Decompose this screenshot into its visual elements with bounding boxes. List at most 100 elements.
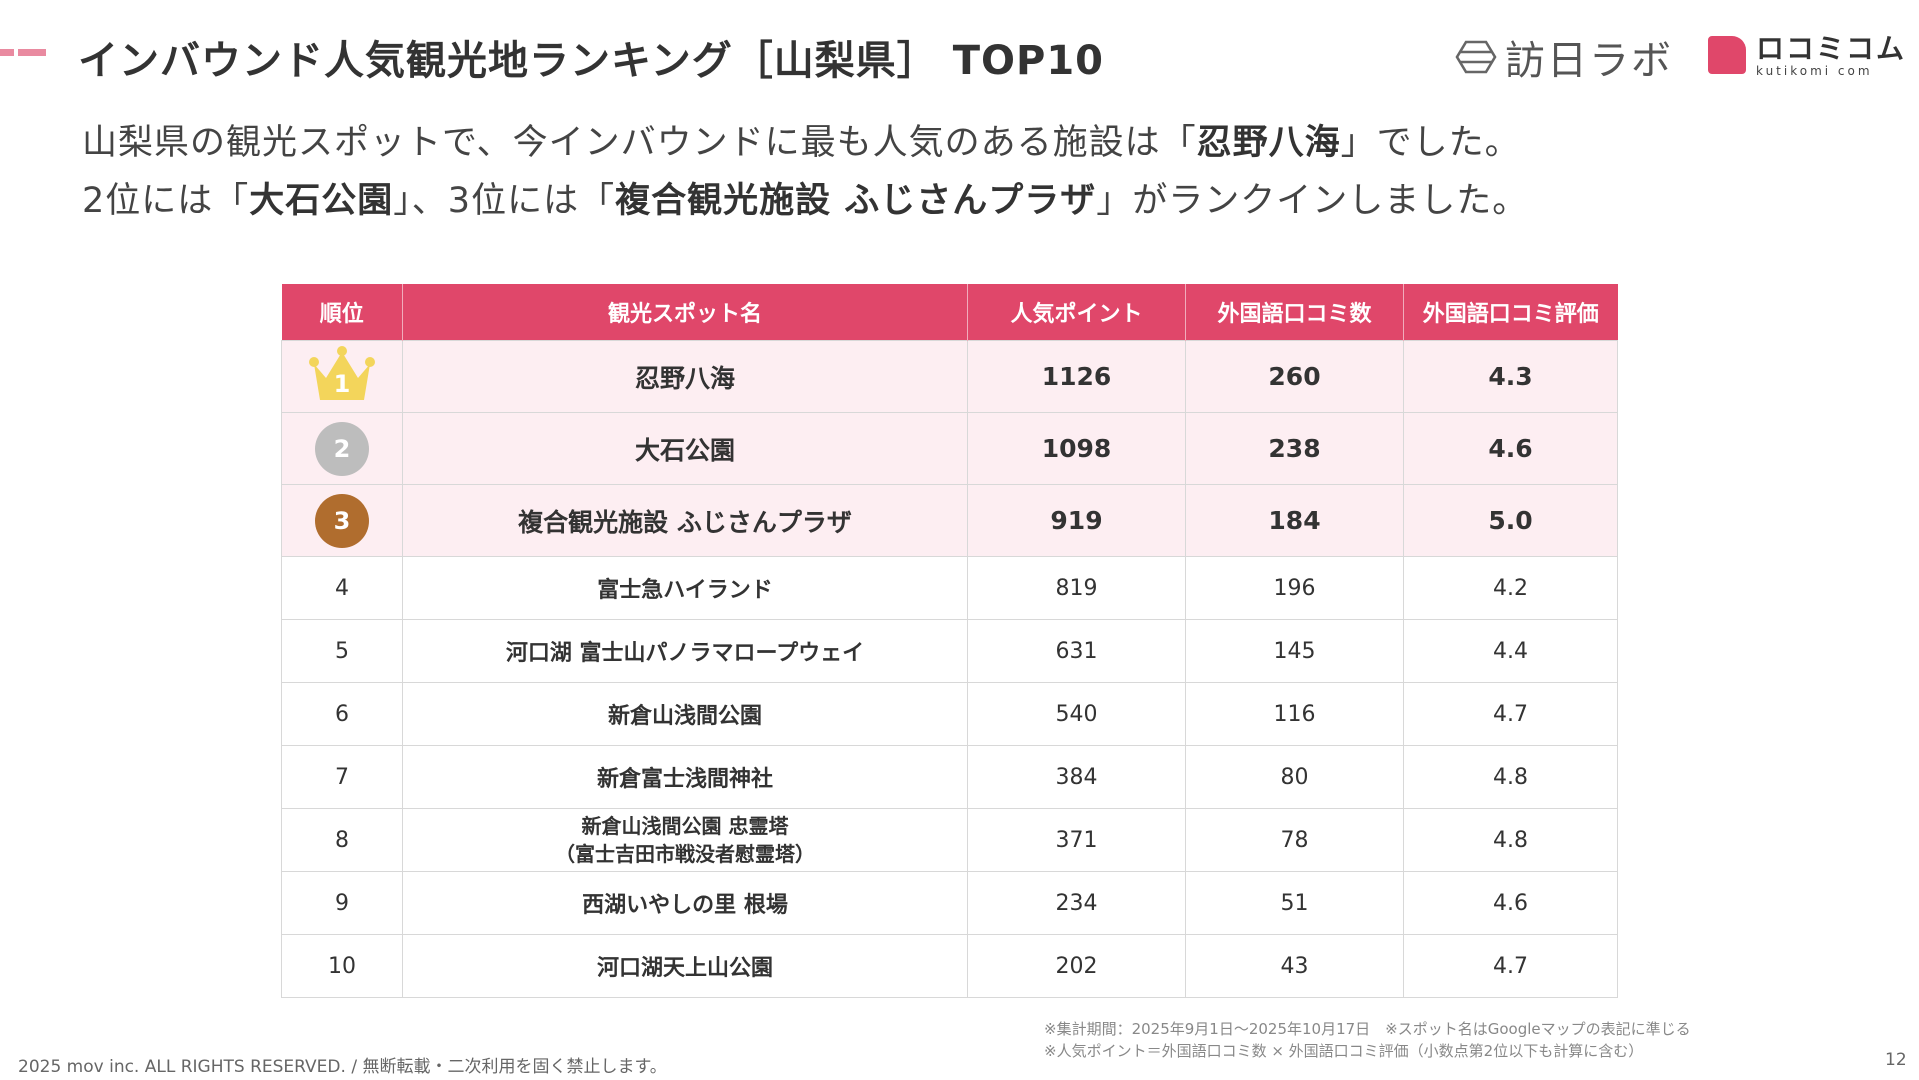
header-rank: 順位 — [281, 284, 403, 341]
lead-highlight-rank3: 複合観光施設 ふじさんプラザ — [615, 181, 1097, 221]
review-count: 145 — [1185, 619, 1404, 683]
hexagon-logo-icon — [1455, 40, 1497, 74]
table-header-row: 順位 観光スポット名 人気ポイント 外国語口コミ数 外国語口コミ評価 — [281, 284, 1618, 341]
review-count: 260 — [1185, 340, 1404, 413]
popularity-points: 234 — [967, 871, 1186, 935]
rank-cell: 2 — [281, 412, 403, 485]
copyright-notice: 2025 mov inc. ALL RIGHTS RESERVED. / 無断転… — [18, 1057, 667, 1077]
lead-highlight-rank1: 忍野八海 — [1196, 123, 1341, 163]
header-review-rating: 外国語口コミ評価 — [1403, 284, 1618, 341]
spot-name: 河口湖 富士山パノラマロープウェイ — [402, 619, 968, 683]
rank-number: 7 — [281, 745, 403, 809]
rank-number: 9 — [281, 871, 403, 935]
spot-name-subtitle: （富士吉田市戦没者慰霊塔） — [555, 842, 815, 866]
review-rating: 4.3 — [1403, 340, 1618, 413]
footnote-formula: ※人気ポイント＝外国語口コミ数 × 外国語口コミ評価（小数点第2位以下も計算に含… — [1044, 1042, 1644, 1060]
review-count: 51 — [1185, 871, 1404, 935]
lead-text: 山梨県の観光スポットで、今インバウンドに最も人気のある施設は「 — [82, 123, 1197, 163]
spot-name: 新倉山浅間公園 忠霊塔 — [581, 814, 789, 838]
popularity-points: 631 — [967, 619, 1186, 683]
rank-number: 6 — [281, 682, 403, 746]
table-row: 6 新倉山浅間公園 540 116 4.7 — [281, 682, 1618, 746]
popularity-points: 1098 — [967, 412, 1186, 485]
popularity-points: 384 — [967, 745, 1186, 809]
review-rating: 4.7 — [1403, 934, 1618, 998]
review-rating: 5.0 — [1403, 484, 1618, 557]
rank-number: 4 — [281, 556, 403, 620]
popularity-points: 202 — [967, 934, 1186, 998]
lead-text: 」がランクインしました。 — [1096, 181, 1529, 221]
spot-name: 河口湖天上山公園 — [402, 934, 968, 998]
review-count: 80 — [1185, 745, 1404, 809]
spot-name-two-line: 新倉山浅間公園 忠霊塔 （富士吉田市戦没者慰霊塔） — [402, 808, 968, 872]
lead-text: 」、3位には「 — [393, 181, 616, 221]
popularity-points: 540 — [967, 682, 1186, 746]
popularity-points: 819 — [967, 556, 1186, 620]
review-count: 184 — [1185, 484, 1404, 557]
accent-bar-long — [18, 49, 46, 56]
rank-cell: 1 — [281, 340, 403, 413]
popularity-points: 371 — [967, 808, 1186, 872]
kutikomi-logo-subtext: kutikomi com — [1756, 64, 1873, 78]
review-rating: 4.8 — [1403, 745, 1618, 809]
header-popularity-points: 人気ポイント — [967, 284, 1186, 341]
review-count: 43 — [1185, 934, 1404, 998]
lead-text: 2位には「 — [82, 181, 250, 221]
spot-name: 複合観光施設 ふじさんプラザ — [402, 484, 968, 557]
review-rating: 4.8 — [1403, 808, 1618, 872]
review-rating: 4.4 — [1403, 619, 1618, 683]
review-count: 196 — [1185, 556, 1404, 620]
footnote-period: ※集計期間：2025年9月1日〜2025年10月17日 ※スポット名はGoogl… — [1044, 1020, 1691, 1038]
rank-number: 10 — [281, 934, 403, 998]
bronze-medal-icon: 3 — [315, 493, 369, 548]
header-review-count: 外国語口コミ数 — [1185, 284, 1404, 341]
kutikomi-logo: ロコミコム kutikomi com — [1708, 34, 1906, 78]
review-count: 238 — [1185, 412, 1404, 485]
table-row: 7 新倉富士浅間神社 384 80 4.8 — [281, 745, 1618, 809]
lead-highlight-rank2: 大石公園 — [249, 181, 394, 221]
lead-line-1: 山梨県の観光スポットで、今インバウンドに最も人気のある施設は「忍野八海」でした。 — [82, 114, 1521, 165]
review-rating: 4.6 — [1403, 412, 1618, 485]
crown-jewel — [309, 356, 319, 367]
accent-bar-short — [0, 49, 14, 56]
houjin-labo-logo: 訪日ラボ — [1455, 30, 1673, 84]
speech-bubble-logo-icon — [1708, 36, 1746, 74]
lead-line-2: 2位には「大石公園」、3位には「複合観光施設 ふじさんプラザ」がランクインしまし… — [82, 172, 1528, 223]
page-number: 12 — [1885, 1050, 1907, 1070]
crown-shape — [314, 351, 370, 400]
table-row: 5 河口湖 富士山パノラマロープウェイ 631 145 4.4 — [281, 619, 1618, 683]
spot-name: 忍野八海 — [402, 340, 968, 413]
accent-bar — [0, 49, 46, 56]
table-row: 8 新倉山浅間公園 忠霊塔 （富士吉田市戦没者慰霊塔） 371 78 4.8 — [281, 808, 1618, 872]
spot-name: 富士急ハイランド — [402, 556, 968, 620]
lead-text: 」でした。 — [1340, 123, 1521, 163]
table-row: 1 忍野八海 1126 260 4.3 — [281, 340, 1618, 413]
spot-name: 大石公園 — [402, 412, 968, 485]
table-row: 10 河口湖天上山公園 202 43 4.7 — [281, 934, 1618, 998]
ranking-table: 順位 観光スポット名 人気ポイント 外国語口コミ数 外国語口コミ評価 1 忍 — [281, 284, 1618, 998]
kutikomi-logo-text: ロコミコム — [1756, 32, 1907, 65]
rank-number: 1 — [333, 369, 351, 398]
popularity-points: 1126 — [967, 340, 1186, 413]
review-count: 116 — [1185, 682, 1404, 746]
review-count: 78 — [1185, 808, 1404, 872]
table-row: 2 大石公園 1098 238 4.6 — [281, 412, 1618, 485]
table-row: 9 西湖いやしの里 根場 234 51 4.6 — [281, 871, 1618, 935]
houjin-labo-logo-text: 訪日ラボ — [1505, 38, 1673, 84]
table-row: 4 富士急ハイランド 819 196 4.2 — [281, 556, 1618, 620]
review-rating: 4.2 — [1403, 556, 1618, 620]
header-spot-name: 観光スポット名 — [402, 284, 968, 341]
rank-number: 8 — [281, 808, 403, 872]
spot-name: 新倉山浅間公園 — [402, 682, 968, 746]
crown-icon: 1 — [304, 344, 380, 404]
rank-number: 5 — [281, 619, 403, 683]
spot-name: 西湖いやしの里 根場 — [402, 871, 968, 935]
page-title: インバウンド人気観光地ランキング［山梨県］ TOP10 — [78, 38, 1104, 84]
crown-jewel — [365, 356, 375, 367]
review-rating: 4.6 — [1403, 871, 1618, 935]
crown-jewel — [337, 345, 347, 356]
table-row: 3 複合観光施設 ふじさんプラザ 919 184 5.0 — [281, 484, 1618, 557]
popularity-points: 919 — [967, 484, 1186, 557]
rank-cell: 3 — [281, 484, 403, 557]
silver-medal-icon: 2 — [315, 421, 369, 476]
